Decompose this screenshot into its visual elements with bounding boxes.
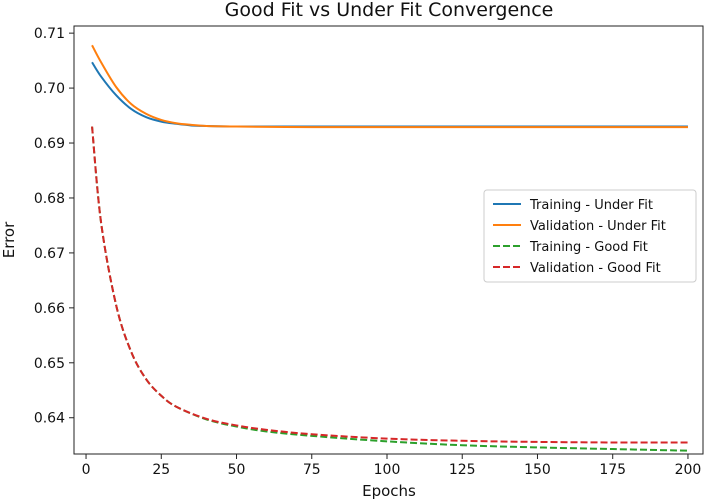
y-tick-label: 0.65	[34, 356, 65, 372]
x-tick-label: 125	[449, 462, 476, 478]
y-tick-label: 0.64	[34, 411, 65, 427]
y-tick-label: 0.71	[34, 26, 65, 42]
y-tick-label: 0.67	[34, 246, 65, 262]
legend-label-2: Validation - Under Fit	[530, 219, 666, 234]
x-tick-label: 150	[524, 462, 551, 478]
x-tick-label: 100	[374, 462, 401, 478]
series-line-2	[91, 44, 688, 129]
series-line-1	[91, 61, 688, 128]
legend-label-4: Validation - Good Fit	[530, 261, 661, 276]
y-tick-label: 0.69	[34, 136, 65, 152]
y-tick-label: 0.66	[34, 301, 65, 317]
x-tick-label: 200	[675, 462, 702, 478]
y-tick-label: 0.70	[34, 81, 65, 97]
x-tick-label: 50	[228, 462, 246, 478]
legend: Training - Under Fit Validation - Under F…	[483, 189, 697, 283]
legend-box	[483, 189, 697, 283]
x-tick-label: 75	[303, 462, 321, 478]
chart-title: Good Fit vs Under Fit Convergence	[225, 0, 554, 21]
y-tick-label: 0.68	[34, 191, 65, 207]
series-line-3	[91, 126, 688, 452]
plot-area: 0 25 50 75 100 125 150 175 200 0.64 0.65 0.66 0.67 0.…	[34, 25, 704, 478]
x-axis-label: Epochs	[362, 482, 416, 500]
x-tick-label: 175	[599, 462, 626, 478]
series-line-4	[91, 126, 688, 444]
axes-frame	[73, 25, 704, 455]
x-tick-label: 0	[82, 462, 91, 478]
legend-label-1: Training - Under Fit	[529, 198, 653, 213]
y-axis-label: Error	[0, 221, 18, 258]
legend-label-3: Training - Good Fit	[529, 240, 648, 255]
x-tick-label: 25	[152, 462, 170, 478]
